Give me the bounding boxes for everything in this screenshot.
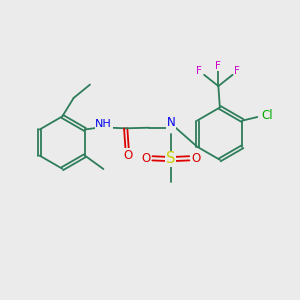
Text: F: F <box>215 61 221 71</box>
Text: S: S <box>166 152 176 166</box>
Text: O: O <box>124 149 133 162</box>
Text: F: F <box>196 66 202 76</box>
Text: F: F <box>234 66 240 76</box>
Text: O: O <box>141 152 151 164</box>
Text: Cl: Cl <box>261 109 273 122</box>
Text: NH: NH <box>95 119 112 129</box>
Text: N: N <box>167 116 175 130</box>
Text: O: O <box>191 152 200 164</box>
